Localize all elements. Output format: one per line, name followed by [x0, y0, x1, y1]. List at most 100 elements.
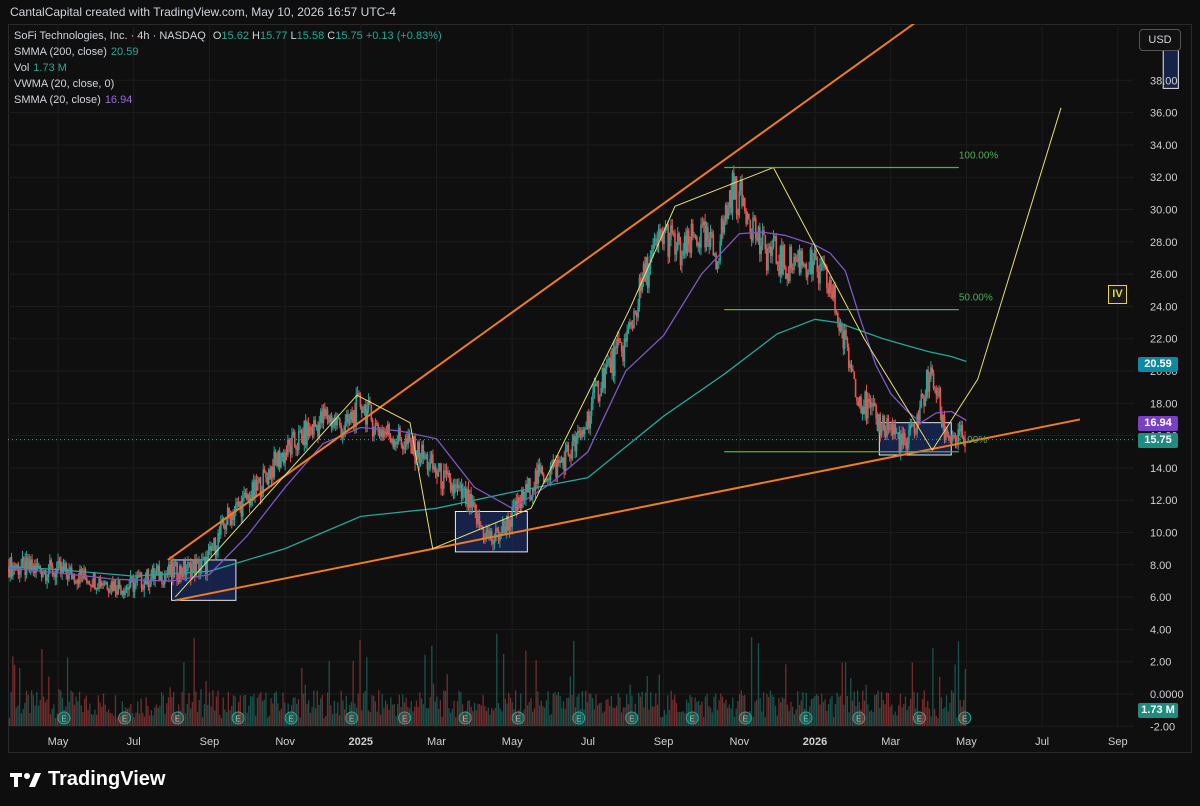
candle-body — [189, 562, 192, 579]
candle-body — [263, 469, 266, 473]
volume-bar — [593, 709, 595, 726]
candle-body — [72, 574, 74, 579]
volume-bar — [54, 717, 57, 726]
volume-bar — [284, 702, 286, 726]
legend-high-label: H — [252, 30, 260, 42]
volume-bar — [355, 707, 358, 726]
candle-body — [441, 488, 444, 489]
volume-bar — [432, 683, 435, 726]
earnings-icon — [572, 711, 586, 725]
legend-indicator-smma20[interactable]: SMMA (20, close) 16.94 — [14, 94, 132, 106]
candle-body — [40, 571, 43, 578]
candle-body — [321, 411, 323, 424]
candle-body — [805, 264, 808, 278]
volume-bar — [458, 690, 460, 726]
candle-body — [769, 246, 772, 256]
candle-body — [593, 384, 596, 393]
volume-bar — [889, 706, 891, 726]
candle-body — [581, 429, 583, 438]
volume-bar — [198, 700, 200, 726]
candle-body — [158, 565, 161, 582]
candle-body — [94, 572, 96, 590]
volume-bar — [658, 674, 660, 726]
candle-body — [31, 559, 33, 571]
volume-bar — [231, 705, 233, 726]
volume-bar — [186, 704, 188, 726]
candle-body — [110, 581, 113, 590]
candle-body — [668, 239, 671, 257]
candle-body — [585, 427, 587, 430]
volume-bar — [730, 708, 732, 726]
volume-bar — [236, 717, 238, 726]
volume-bar — [573, 640, 575, 726]
candle-body — [842, 331, 845, 349]
candle-body — [486, 529, 489, 531]
candle-body — [267, 469, 270, 485]
candle-body — [520, 490, 523, 508]
candle-body — [869, 401, 872, 408]
candle-body — [880, 429, 883, 436]
x-tick-label: 2025 — [349, 736, 373, 748]
candle-body — [523, 498, 526, 501]
candle-body — [834, 285, 836, 313]
candle-body — [839, 323, 842, 332]
legend-symbol-name: SoFi Technologies, Inc. · 4h · NASDAQ — [14, 30, 206, 42]
earnings-icon — [852, 711, 866, 725]
price-chart[interactable]: 100.00% 50.00% 0.00% E E E E E E E E E E E E E E E E E -2.00… — [8, 24, 1192, 753]
volume-bar — [810, 699, 813, 726]
volume-bar — [455, 717, 457, 726]
volume-bar — [119, 715, 122, 726]
legend-indicator-vwma[interactable]: VWMA (20, close, 0) — [14, 78, 114, 90]
candle-body — [752, 217, 754, 241]
candle-body — [261, 493, 263, 498]
candle-body — [510, 519, 512, 527]
candle-body — [340, 425, 343, 438]
candle-body — [347, 414, 349, 424]
volume-bar — [97, 695, 100, 726]
candle-body — [419, 459, 422, 464]
volume-bar — [942, 708, 944, 726]
candle-body — [395, 441, 397, 445]
volume-bar — [111, 713, 113, 726]
candle-body — [934, 388, 936, 390]
volume-bar — [475, 710, 477, 726]
candle-body — [813, 250, 816, 261]
chart-frame[interactable] — [8, 24, 1192, 753]
volume-bar — [715, 693, 717, 726]
candle-body — [488, 530, 490, 538]
candle-body — [505, 516, 508, 535]
candle-body — [678, 233, 680, 241]
candle-body — [906, 444, 909, 449]
volume-bar — [892, 714, 895, 726]
volume-bar — [673, 694, 676, 726]
volume-bar — [959, 700, 961, 726]
volume-bar — [248, 705, 250, 726]
legend-indicator-volume[interactable]: Vol 1.73 M — [14, 62, 67, 74]
candle-body — [106, 581, 109, 590]
candle-body — [474, 505, 477, 512]
candle-body — [556, 460, 559, 478]
candle-body — [210, 546, 213, 551]
volume-bar — [617, 693, 619, 726]
volume-bar — [843, 704, 845, 726]
volume-bar — [788, 711, 790, 726]
candle-body — [711, 231, 713, 235]
candle-body — [485, 529, 488, 539]
candle-body — [422, 444, 425, 459]
volume-bar — [745, 716, 748, 726]
volume-bar — [263, 699, 265, 726]
candle-body — [142, 588, 144, 590]
currency-button[interactable]: USD — [1139, 29, 1181, 51]
legend-indicator-smma200[interactable]: SMMA (200, close) 20.59 — [14, 46, 138, 58]
candle-body — [775, 236, 778, 264]
candle-body — [445, 470, 448, 475]
legend-indicator-label: SMMA (20, close) — [14, 94, 101, 106]
volume-bar — [388, 709, 390, 726]
volume-bar — [408, 708, 411, 726]
volume-bar — [809, 706, 811, 726]
tradingview-logo[interactable]: TradingView — [10, 768, 165, 791]
candle-body — [295, 446, 297, 450]
volume-bar — [793, 714, 795, 726]
candle-body — [200, 559, 203, 568]
volume-bar — [925, 707, 927, 726]
